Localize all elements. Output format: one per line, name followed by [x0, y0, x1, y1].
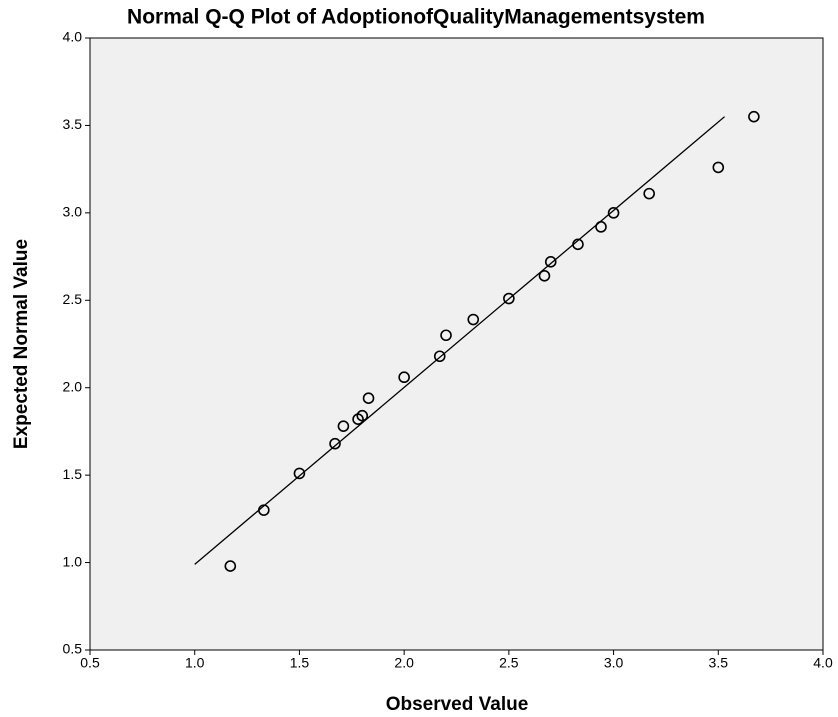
- x-tick-label: 2.5: [499, 655, 519, 671]
- y-tick-label: 3.5: [63, 116, 83, 132]
- x-tick-label: 3.5: [709, 655, 729, 671]
- x-tick-label: 4.0: [813, 655, 833, 671]
- point: [748, 110, 760, 123]
- point: [607, 207, 620, 219]
- x-tick-label: 1.0: [185, 655, 205, 671]
- x-tick-label: 2.0: [394, 655, 414, 671]
- point: [643, 187, 655, 200]
- y-tick-label: 4.0: [63, 29, 83, 45]
- point: [293, 467, 306, 480]
- x-tick-label: 0.5: [80, 655, 100, 671]
- point: [258, 504, 270, 516]
- y-tick-label: 1.5: [63, 466, 83, 482]
- reference-line: [194, 116, 725, 565]
- point: [544, 256, 557, 268]
- x-tick-label: 1.5: [290, 655, 310, 671]
- point: [595, 221, 607, 233]
- point: [538, 270, 551, 282]
- point: [467, 313, 480, 326]
- point: [362, 392, 375, 405]
- point: [503, 292, 515, 305]
- chart-title: Normal Q-Q Plot of AdoptionofQualityMana…: [127, 6, 705, 29]
- point: [433, 350, 446, 363]
- point: [337, 420, 350, 432]
- point: [712, 161, 725, 174]
- x-tick-label: 3.0: [604, 655, 624, 671]
- y-tick-label: 2.0: [63, 378, 83, 394]
- x-axis-label: Observed Value: [386, 694, 529, 715]
- point: [356, 409, 369, 422]
- point: [224, 560, 237, 572]
- point: [398, 371, 410, 384]
- y-tick-label: 2.5: [63, 291, 83, 307]
- y-tick-label: 1.0: [63, 553, 83, 569]
- y-tick-label: 0.5: [63, 641, 83, 657]
- y-tick-label: 3.0: [63, 204, 83, 220]
- point: [329, 437, 341, 450]
- point: [440, 329, 452, 342]
- y-axis-label: Expected Normal Value: [11, 239, 32, 449]
- point: [572, 238, 584, 251]
